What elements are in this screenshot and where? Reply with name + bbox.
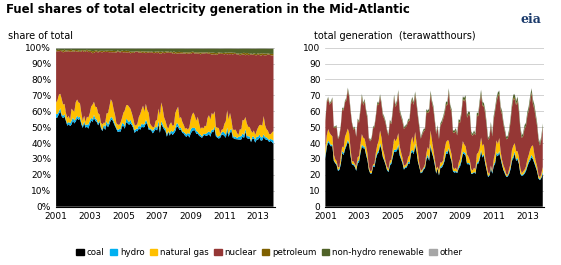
Text: total generation  (terawatthours): total generation (terawatthours) [314, 31, 476, 41]
Legend: coal, hydro, natural gas, nuclear, petroleum, non-hydro renewable, other: coal, hydro, natural gas, nuclear, petro… [73, 245, 466, 261]
Text: share of total: share of total [8, 31, 73, 41]
Text: Fuel shares of total electricity generation in the Mid-Atlantic: Fuel shares of total electricity generat… [6, 3, 410, 16]
Text: eia: eia [521, 13, 541, 26]
